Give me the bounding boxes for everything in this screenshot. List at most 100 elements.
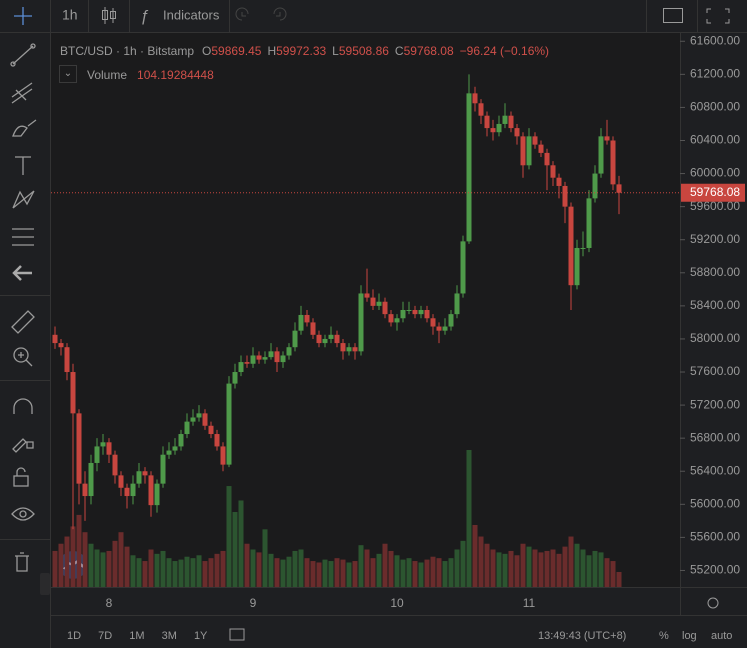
redo[interactable]	[273, 7, 287, 21]
volume-bar	[262, 529, 268, 587]
last-price-label: 59768.08	[690, 185, 740, 199]
volume-bar	[88, 543, 94, 587]
label: O	[202, 44, 212, 58]
candle-body	[598, 136, 604, 174]
candle-body	[166, 450, 172, 455]
symbol: BTC/USD · 1h · Bitstamp	[60, 44, 195, 58]
volume-bar	[184, 556, 190, 587]
candle-body	[88, 462, 94, 497]
fx-icon[interactable]: ƒ	[140, 8, 149, 25]
volume-bar	[70, 526, 76, 587]
y-tick-label: 59200.00	[690, 232, 740, 246]
y-tick-label: 57600.00	[690, 364, 740, 378]
scale-option[interactable]: auto	[711, 630, 733, 642]
range[interactable]: 1M	[129, 630, 145, 642]
candle-body	[106, 442, 112, 455]
candle-body	[592, 173, 598, 199]
volume-bar	[526, 546, 532, 587]
candle-body	[370, 297, 376, 306]
volume-bar	[520, 543, 526, 587]
range[interactable]: 1Y	[193, 630, 208, 642]
scale-option[interactable]: log	[682, 630, 697, 642]
volume-bar	[460, 540, 466, 587]
range[interactable]: 7D	[98, 630, 113, 642]
candle-body	[214, 434, 220, 447]
interval[interactable]: 1h	[62, 7, 78, 23]
high: 59972.33	[276, 44, 327, 58]
undo[interactable]	[235, 7, 249, 21]
candle-body	[52, 334, 58, 344]
volume-bar	[172, 561, 178, 587]
volume-bar	[496, 552, 502, 587]
candle-body	[82, 483, 88, 497]
volume-bar	[610, 561, 616, 587]
volume-bar	[580, 549, 586, 587]
volume-bar	[208, 558, 214, 587]
candle-body	[454, 293, 460, 315]
candle-body	[148, 475, 154, 506]
scale-option[interactable]: %	[659, 630, 669, 642]
volume-label: Volume	[87, 68, 128, 82]
candle-body	[232, 372, 238, 384]
candle-icon[interactable]	[102, 7, 116, 24]
candle-body	[520, 136, 526, 166]
volume-value: 104.19284448	[137, 68, 214, 82]
volume-bar	[316, 562, 322, 587]
y-tick-label: 56000.00	[690, 496, 740, 510]
volume-bar	[490, 549, 496, 587]
drawing-tools[interactable]	[10, 7, 37, 572]
volume-bar	[586, 555, 592, 587]
candle-body	[112, 454, 118, 476]
candle-body	[196, 413, 202, 418]
candle-body	[100, 442, 106, 447]
change: −96.24 (−0.16%)	[459, 44, 550, 58]
volume-bar	[532, 549, 538, 587]
volume-bar	[472, 524, 478, 587]
y-tick-label: 61600.00	[690, 33, 740, 47]
volume-bar	[202, 561, 208, 587]
candle-body	[466, 93, 472, 242]
candle-body	[514, 128, 520, 137]
volume-bar	[508, 550, 514, 587]
volume-bar	[550, 549, 556, 587]
scroll-button[interactable]	[40, 573, 50, 595]
candle-body	[226, 383, 232, 465]
indicators-button[interactable]: Indicators	[163, 7, 220, 22]
volume-bar	[478, 536, 484, 587]
volume-bar	[436, 558, 442, 587]
ranges: 1D 7D 1M 3M 1Y	[67, 630, 207, 642]
volume-bar	[196, 555, 202, 587]
range[interactable]: 1D	[67, 630, 82, 642]
candle-body	[220, 446, 226, 465]
candle-body	[544, 152, 550, 166]
candle-body	[394, 318, 400, 323]
volume-bar	[100, 552, 106, 587]
settings-icon[interactable]	[707, 597, 719, 609]
collapse-button[interactable]: ⌄	[59, 65, 77, 83]
volume-bar	[430, 556, 436, 587]
volume-bar	[76, 514, 82, 587]
y-tick-label: 58400.00	[690, 298, 740, 312]
layout-icon[interactable]	[663, 8, 683, 23]
label: H	[267, 44, 277, 58]
y-tick-label: 58000.00	[690, 331, 740, 345]
date-range-icon[interactable]	[229, 628, 245, 641]
fullscreen-icon[interactable]	[706, 8, 730, 24]
volume-bar	[178, 559, 184, 587]
range[interactable]: 3M	[161, 630, 177, 642]
candle-body	[250, 355, 256, 364]
volume-bar	[454, 549, 460, 587]
volume-bar	[448, 558, 454, 587]
volume-bar	[286, 556, 292, 587]
volume-bar	[562, 546, 568, 587]
candle-body	[130, 483, 136, 497]
y-tick-label: 60400.00	[690, 133, 740, 147]
volume-bar	[124, 546, 130, 587]
candle-body	[238, 362, 244, 373]
candle-body	[430, 318, 436, 327]
volume-bar	[154, 553, 160, 587]
candle-body	[256, 355, 262, 360]
y-tick-label: 60800.00	[690, 100, 740, 114]
candle-body	[208, 425, 214, 435]
